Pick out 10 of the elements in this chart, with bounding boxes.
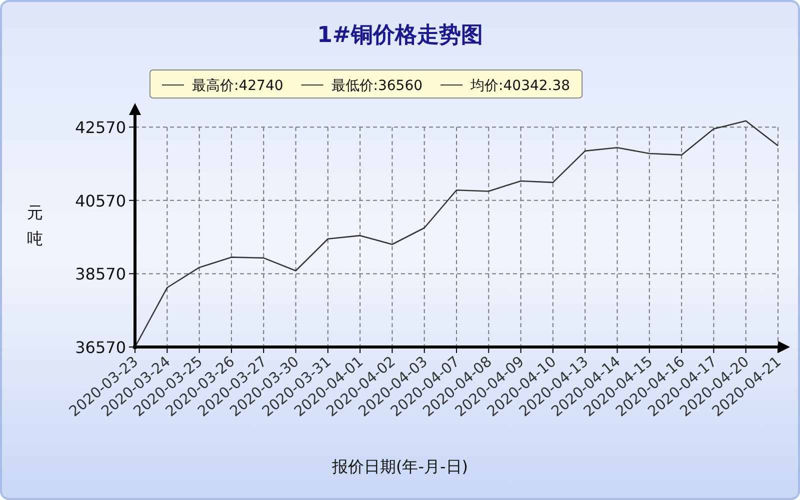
chart-title: 1#铜价格走势图 — [317, 23, 483, 48]
y-tick-label: 36570 — [75, 338, 126, 357]
text: 均价:40342.38 — [470, 78, 570, 94]
y-tick-label: 40570 — [75, 191, 126, 210]
y-tick-label: 38570 — [75, 264, 126, 284]
x-axis-title: 报价日期(年-月-日) — [330, 457, 468, 476]
y-axis-title: 元吨 — [27, 203, 43, 248]
text: 最低价:36560 — [331, 78, 423, 94]
y-tick-label: 42570 — [75, 118, 126, 138]
text: 最高价:42740 — [192, 78, 284, 94]
